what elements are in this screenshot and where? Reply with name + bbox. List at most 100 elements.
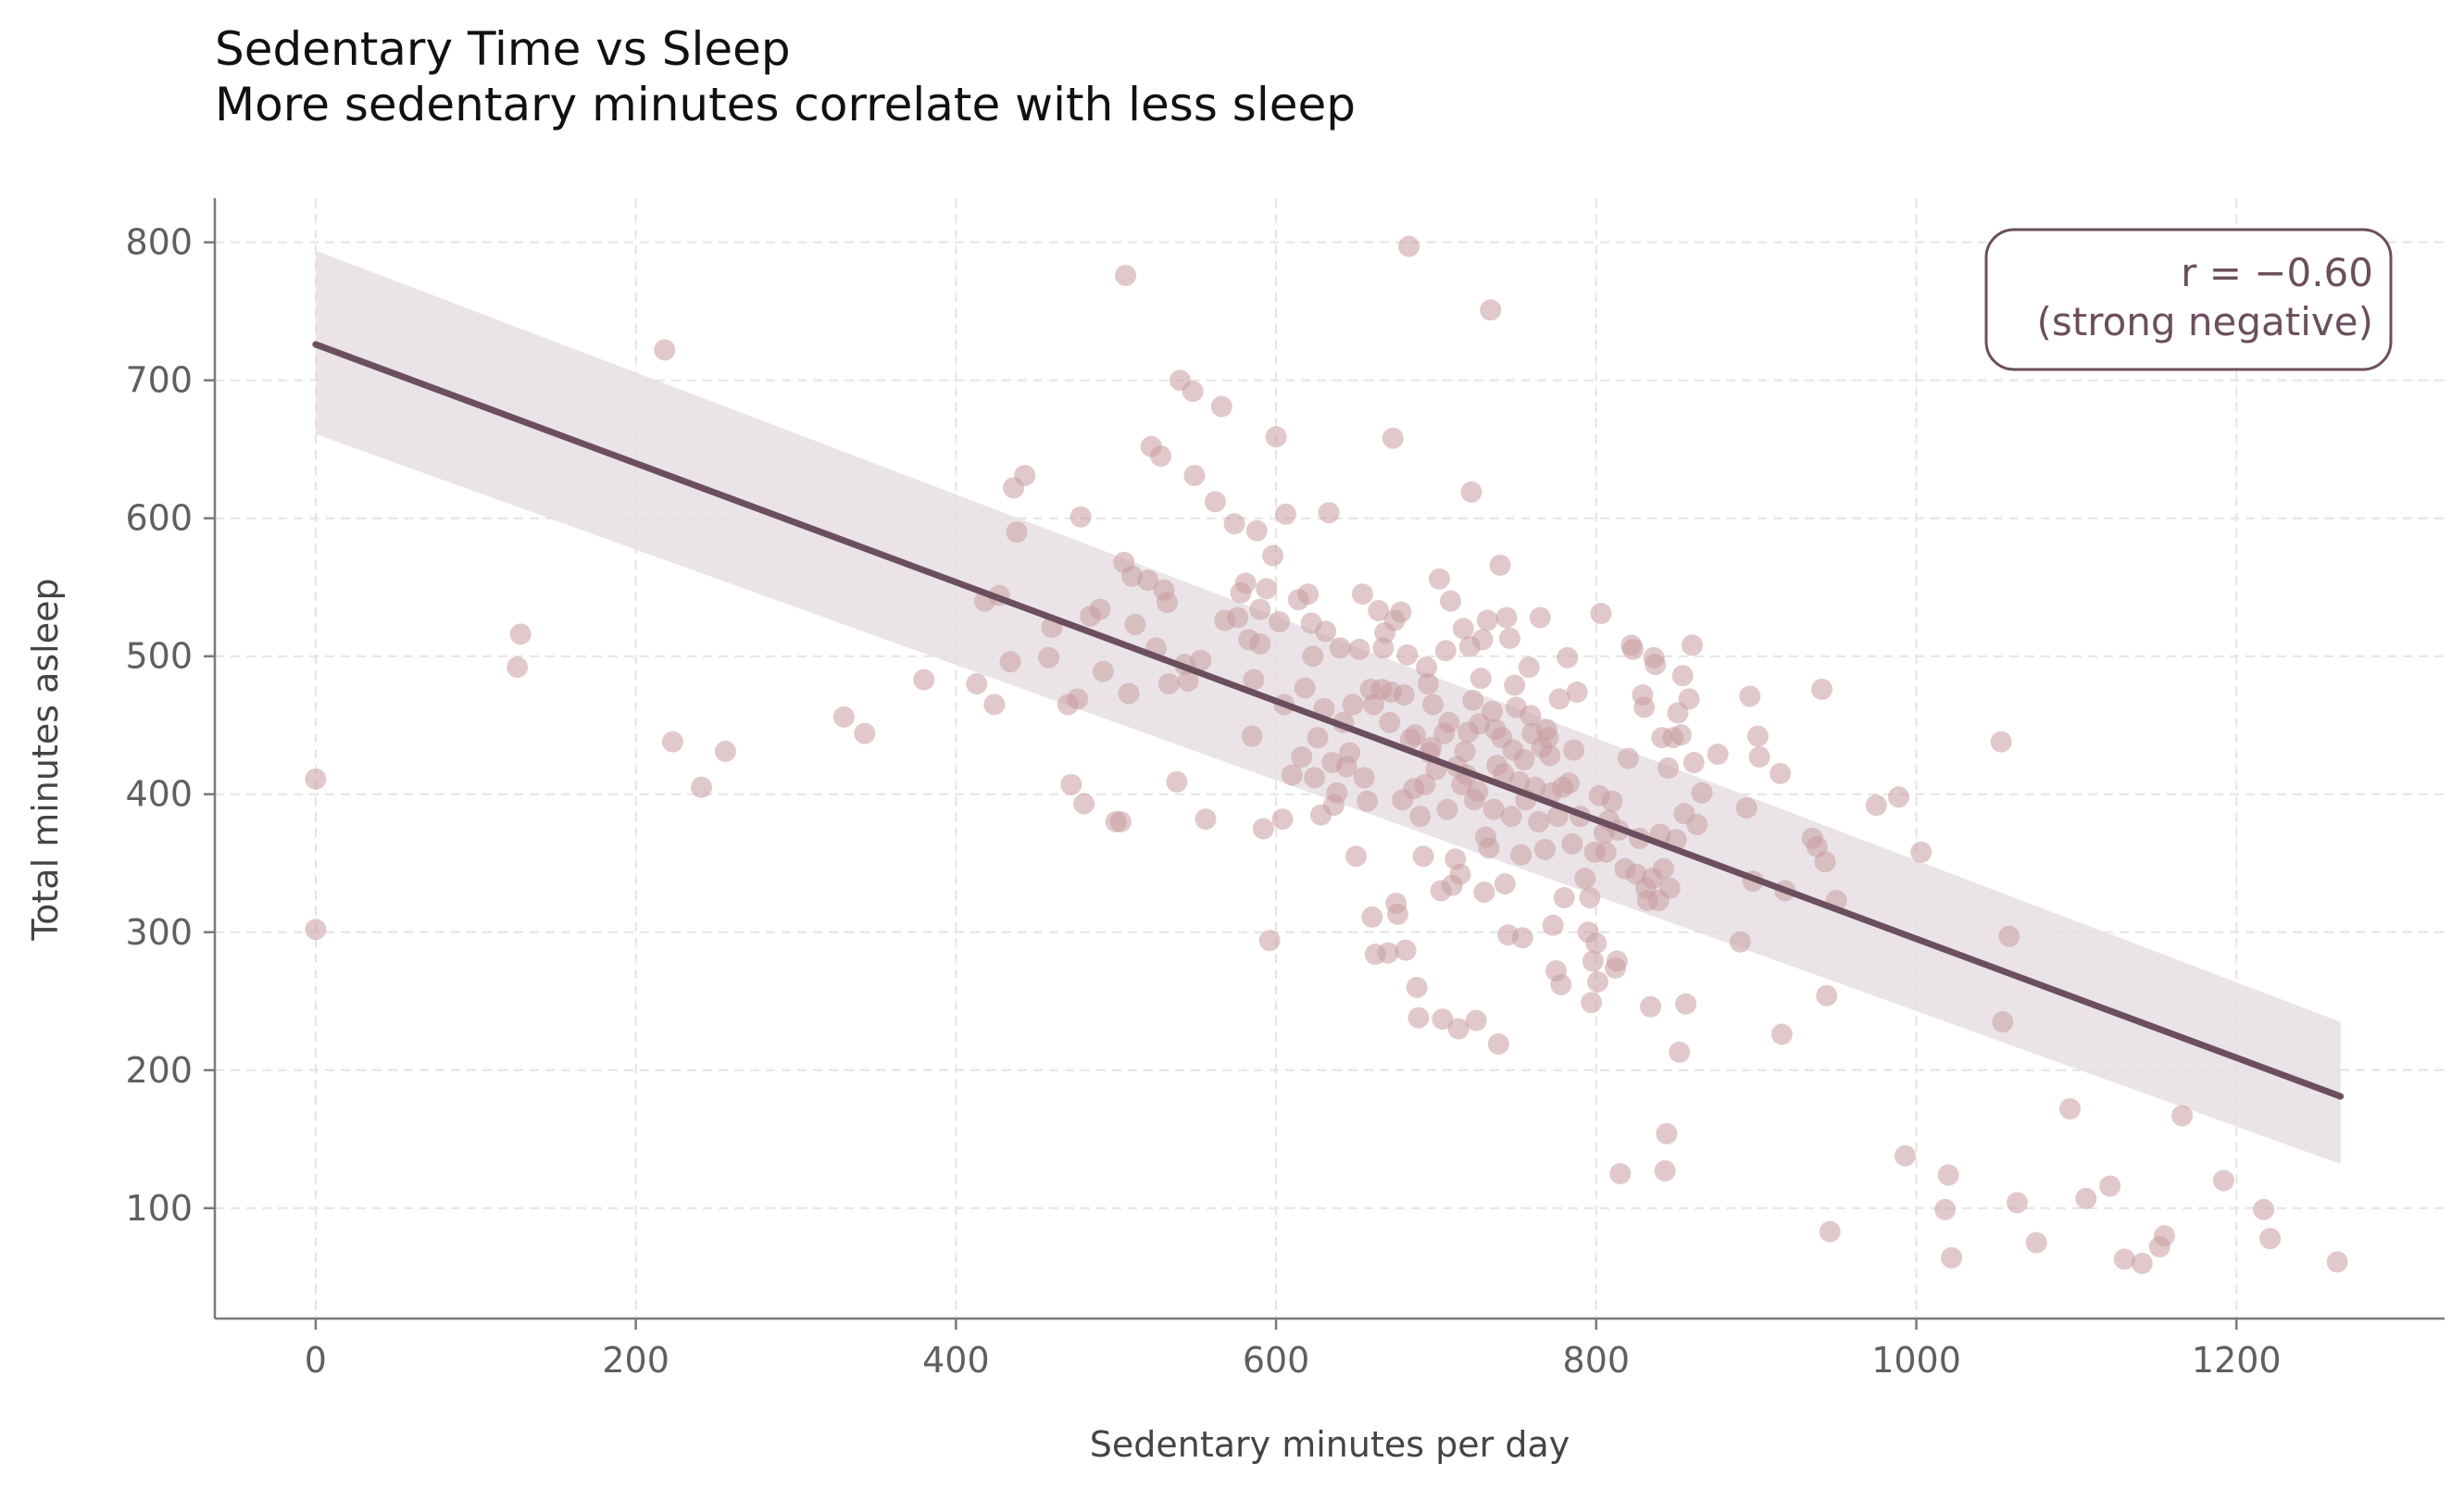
data-point bbox=[1329, 637, 1351, 659]
data-point bbox=[1390, 601, 1412, 623]
data-point bbox=[1304, 767, 1326, 789]
data-point bbox=[1561, 832, 1583, 855]
data-point bbox=[1513, 748, 1535, 770]
data-point bbox=[1223, 513, 1245, 535]
annotation-box bbox=[1984, 228, 2393, 371]
data-point bbox=[1118, 682, 1140, 705]
y-tick-label: 100 bbox=[125, 1188, 193, 1229]
data-point bbox=[1412, 845, 1434, 868]
data-point bbox=[1377, 942, 1399, 964]
correlation-annotation: r = −0.60 (strong negative) bbox=[1984, 228, 2393, 371]
x-tick-label: 800 bbox=[1563, 1340, 1631, 1381]
data-point bbox=[1452, 618, 1474, 640]
data-point bbox=[1386, 903, 1408, 925]
data-point bbox=[1656, 1122, 1678, 1144]
data-point bbox=[1182, 381, 1204, 403]
data-point bbox=[1601, 790, 1623, 812]
data-point bbox=[1183, 465, 1206, 487]
data-point bbox=[1682, 634, 1704, 656]
data-point bbox=[2058, 1097, 2081, 1119]
data-point bbox=[1739, 685, 1761, 707]
data-point bbox=[1671, 665, 1694, 687]
data-point bbox=[1645, 654, 1667, 676]
data-point bbox=[1166, 770, 1188, 793]
data-point bbox=[1315, 620, 1337, 643]
data-point bbox=[1814, 851, 1836, 873]
data-point bbox=[1067, 688, 1089, 710]
data-point bbox=[1529, 606, 1551, 629]
regression-line bbox=[312, 341, 2345, 1100]
data-point bbox=[1124, 613, 1146, 635]
data-point bbox=[1291, 746, 1313, 769]
tick-labels: 0 200 400 600 800 1000 1200 100 200 300 400 500 600 7… bbox=[125, 222, 2281, 1381]
data-point bbox=[1414, 773, 1436, 795]
data-point bbox=[1471, 629, 1494, 651]
data-point bbox=[1428, 568, 1450, 590]
x-tick-label: 1000 bbox=[1871, 1340, 1961, 1381]
data-point bbox=[2153, 1225, 2175, 1247]
data-point bbox=[1406, 976, 1428, 998]
data-point bbox=[1342, 694, 1364, 716]
data-point bbox=[2025, 1232, 2047, 1254]
data-point bbox=[1520, 705, 1542, 727]
data-point bbox=[2099, 1175, 2121, 1197]
data-point bbox=[1262, 544, 1284, 567]
data-point bbox=[1157, 592, 1179, 614]
data-point bbox=[983, 694, 1006, 716]
data-point bbox=[1557, 772, 1580, 794]
data-point bbox=[1407, 1007, 1430, 1029]
data-point bbox=[1470, 668, 1492, 690]
data-point bbox=[1345, 845, 1368, 868]
data-point bbox=[1339, 742, 1361, 764]
data-point bbox=[1617, 747, 1639, 769]
data-point bbox=[1121, 565, 1144, 587]
data-point bbox=[1447, 1018, 1470, 1040]
data-point bbox=[1204, 491, 1226, 513]
data-point bbox=[1675, 993, 1697, 1015]
data-point bbox=[1581, 992, 1603, 1014]
data-point bbox=[1748, 746, 1770, 769]
data-point bbox=[1409, 806, 1432, 828]
data-point bbox=[1150, 445, 1172, 468]
data-point bbox=[1281, 764, 1303, 786]
x-tick-label: 600 bbox=[1243, 1340, 1310, 1381]
data-point bbox=[1420, 736, 1443, 758]
data-point bbox=[1351, 583, 1373, 606]
data-point bbox=[1518, 656, 1540, 679]
data-point bbox=[1460, 481, 1482, 503]
data-point bbox=[1348, 638, 1370, 660]
data-point bbox=[1462, 689, 1484, 711]
data-point bbox=[1307, 727, 1329, 749]
data-point bbox=[1582, 950, 1604, 972]
data-point bbox=[1395, 939, 1417, 961]
data-point bbox=[1934, 1198, 1957, 1220]
data-point bbox=[1190, 649, 1212, 671]
scatter-points bbox=[305, 235, 2348, 1274]
data-point bbox=[714, 741, 736, 763]
data-point bbox=[1258, 930, 1281, 952]
y-tick-label: 700 bbox=[125, 360, 193, 401]
data-point bbox=[1249, 632, 1271, 655]
data-point bbox=[1302, 645, 1324, 668]
data-point bbox=[1361, 906, 1383, 928]
data-point bbox=[2113, 1248, 2135, 1270]
y-axis-label: Total minutes asleep bbox=[25, 578, 66, 941]
data-point bbox=[854, 722, 876, 744]
data-point bbox=[1487, 1032, 1509, 1055]
data-point bbox=[1440, 590, 1462, 612]
data-point bbox=[1436, 798, 1458, 820]
x-tick-label: 400 bbox=[922, 1340, 990, 1381]
y-tick-label: 800 bbox=[125, 222, 193, 263]
data-point bbox=[1069, 506, 1092, 528]
data-point bbox=[1476, 609, 1498, 631]
data-point bbox=[1194, 808, 1217, 831]
data-point bbox=[1357, 790, 1379, 812]
data-point bbox=[1498, 627, 1520, 649]
data-point bbox=[1014, 465, 1036, 487]
data-point bbox=[832, 706, 855, 728]
data-point bbox=[1691, 782, 1713, 804]
data-point bbox=[1816, 984, 1838, 1007]
data-point bbox=[1553, 887, 1575, 909]
data-point bbox=[1865, 794, 1887, 817]
data-point bbox=[1271, 808, 1294, 831]
